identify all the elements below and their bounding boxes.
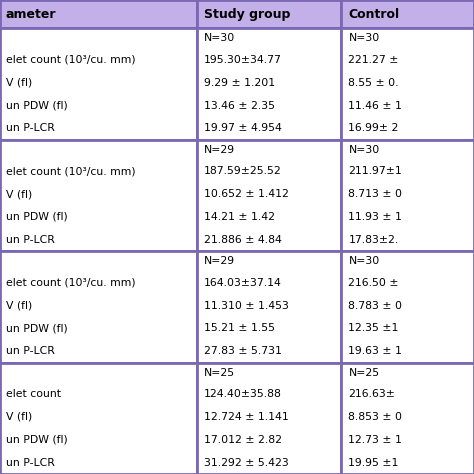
Text: 17.012 ± 2.82: 17.012 ± 2.82 bbox=[204, 435, 282, 445]
Bar bbox=[197, 28, 341, 140]
Text: 11.93 ± 1: 11.93 ± 1 bbox=[348, 212, 402, 222]
Text: 31.292 ± 5.423: 31.292 ± 5.423 bbox=[204, 457, 289, 467]
Text: V (fl): V (fl) bbox=[6, 301, 32, 310]
Bar bbox=[197, 251, 341, 363]
Text: 10.652 ± 1.412: 10.652 ± 1.412 bbox=[204, 189, 289, 199]
Text: un P-LCR: un P-LCR bbox=[6, 235, 55, 245]
Bar bbox=[197, 140, 341, 251]
Text: N=29: N=29 bbox=[204, 145, 235, 155]
Text: 21.886 ± 4.84: 21.886 ± 4.84 bbox=[204, 235, 282, 245]
Text: N=25: N=25 bbox=[348, 368, 380, 378]
Text: 12.35 ±1: 12.35 ±1 bbox=[348, 323, 399, 333]
Text: 211.97±1: 211.97±1 bbox=[348, 166, 402, 176]
Text: ameter: ameter bbox=[6, 8, 56, 21]
Text: 195.30±34.77: 195.30±34.77 bbox=[204, 55, 282, 65]
Bar bbox=[197, 363, 341, 474]
Text: N=30: N=30 bbox=[348, 34, 380, 44]
Bar bbox=[341, 363, 474, 474]
Bar bbox=[0, 140, 197, 251]
Text: un PDW (fl): un PDW (fl) bbox=[6, 435, 67, 445]
Text: un PDW (fl): un PDW (fl) bbox=[6, 100, 67, 110]
Text: V (fl): V (fl) bbox=[6, 412, 32, 422]
Text: V (fl): V (fl) bbox=[6, 189, 32, 199]
Text: N=30: N=30 bbox=[348, 145, 380, 155]
Bar bbox=[0, 0, 197, 28]
Bar bbox=[197, 0, 341, 28]
Text: 8.853 ± 0: 8.853 ± 0 bbox=[348, 412, 402, 422]
Bar bbox=[341, 28, 474, 140]
Text: 221.27 ±: 221.27 ± bbox=[348, 55, 399, 65]
Text: 19.63 ± 1: 19.63 ± 1 bbox=[348, 346, 402, 356]
Text: 216.63±: 216.63± bbox=[348, 389, 395, 399]
Text: N=29: N=29 bbox=[204, 256, 235, 266]
Text: V (fl): V (fl) bbox=[6, 78, 32, 88]
Text: 8.783 ± 0: 8.783 ± 0 bbox=[348, 301, 402, 310]
Text: 8.55 ± 0.: 8.55 ± 0. bbox=[348, 78, 399, 88]
Text: 15.21 ± 1.55: 15.21 ± 1.55 bbox=[204, 323, 275, 333]
Text: un P-LCR: un P-LCR bbox=[6, 123, 55, 133]
Text: 8.713 ± 0: 8.713 ± 0 bbox=[348, 189, 402, 199]
Text: N=25: N=25 bbox=[204, 368, 235, 378]
Text: N=30: N=30 bbox=[204, 34, 235, 44]
Text: 187.59±25.52: 187.59±25.52 bbox=[204, 166, 282, 176]
Text: 12.73 ± 1: 12.73 ± 1 bbox=[348, 435, 402, 445]
Text: 216.50 ±: 216.50 ± bbox=[348, 278, 399, 288]
Text: 11.310 ± 1.453: 11.310 ± 1.453 bbox=[204, 301, 289, 310]
Text: 13.46 ± 2.35: 13.46 ± 2.35 bbox=[204, 100, 275, 110]
Text: 164.03±37.14: 164.03±37.14 bbox=[204, 278, 282, 288]
Bar bbox=[0, 363, 197, 474]
Text: 27.83 ± 5.731: 27.83 ± 5.731 bbox=[204, 346, 282, 356]
Text: elet count (10³/cu. mm): elet count (10³/cu. mm) bbox=[6, 278, 135, 288]
Text: 124.40±35.88: 124.40±35.88 bbox=[204, 389, 282, 399]
Text: N=30: N=30 bbox=[348, 256, 380, 266]
Bar bbox=[0, 251, 197, 363]
Text: un PDW (fl): un PDW (fl) bbox=[6, 212, 67, 222]
Text: 19.95 ±1: 19.95 ±1 bbox=[348, 457, 399, 467]
Text: 17.83±2.: 17.83±2. bbox=[348, 235, 399, 245]
Bar bbox=[341, 0, 474, 28]
Text: elet count (10³/cu. mm): elet count (10³/cu. mm) bbox=[6, 166, 135, 176]
Text: un PDW (fl): un PDW (fl) bbox=[6, 323, 67, 333]
Bar bbox=[341, 251, 474, 363]
Bar bbox=[0, 28, 197, 140]
Text: 9.29 ± 1.201: 9.29 ± 1.201 bbox=[204, 78, 275, 88]
Text: 14.21 ± 1.42: 14.21 ± 1.42 bbox=[204, 212, 275, 222]
Text: un P-LCR: un P-LCR bbox=[6, 346, 55, 356]
Text: elet count: elet count bbox=[6, 389, 61, 399]
Text: Control: Control bbox=[348, 8, 400, 21]
Text: 11.46 ± 1: 11.46 ± 1 bbox=[348, 100, 402, 110]
Text: elet count (10³/cu. mm): elet count (10³/cu. mm) bbox=[6, 55, 135, 65]
Text: un P-LCR: un P-LCR bbox=[6, 457, 55, 467]
Bar bbox=[341, 140, 474, 251]
Text: 19.97 ± 4.954: 19.97 ± 4.954 bbox=[204, 123, 282, 133]
Text: Study group: Study group bbox=[204, 8, 290, 21]
Text: 16.99± 2: 16.99± 2 bbox=[348, 123, 399, 133]
Text: 12.724 ± 1.141: 12.724 ± 1.141 bbox=[204, 412, 289, 422]
